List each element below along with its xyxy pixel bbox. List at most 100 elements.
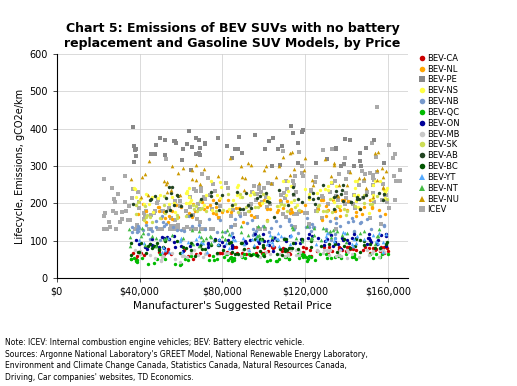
BEV-QC <box>228 257 236 264</box>
BEV-NB <box>310 224 318 230</box>
BEV-BC <box>346 245 355 251</box>
BEV-NB <box>201 226 209 232</box>
BEV-ON <box>298 237 307 243</box>
ICEV <box>159 208 167 214</box>
BEV-NS <box>170 200 178 206</box>
BEV-NL <box>368 205 376 211</box>
ICEV <box>180 226 188 232</box>
ICEV <box>147 212 155 218</box>
BEV-BC <box>153 240 161 246</box>
BEV-PE <box>195 145 204 151</box>
BEV-BC <box>352 235 360 242</box>
BEV-NS <box>262 198 270 204</box>
BEV-YT <box>159 244 167 250</box>
BEV-NT <box>179 234 187 240</box>
BEV-PE <box>379 160 388 166</box>
BEV-AB <box>339 198 347 204</box>
ICEV <box>303 210 311 216</box>
BEV-NU <box>379 174 387 180</box>
BEV-CA <box>189 256 197 262</box>
BEV-NB <box>205 216 214 222</box>
BEV-QC <box>285 256 293 262</box>
BEV-AB <box>330 205 339 212</box>
ICEV <box>155 226 163 232</box>
BEV-NB <box>142 222 150 228</box>
BEV-NS <box>331 183 340 189</box>
BEV-YT <box>196 239 205 245</box>
BEV-SK <box>290 197 298 203</box>
BEV-NU <box>330 162 339 168</box>
BEV-AB <box>359 193 368 200</box>
BEV-BC <box>376 245 385 251</box>
BEV-NU <box>346 169 354 175</box>
BEV-NB <box>356 219 364 225</box>
BEV-ON <box>158 234 166 240</box>
ICEV <box>328 146 337 152</box>
ICEV <box>255 184 263 190</box>
BEV-NU <box>141 171 149 178</box>
BEV-ON <box>228 242 236 248</box>
BEV-NL <box>142 219 150 225</box>
BEV-YT <box>374 240 383 246</box>
BEV-NL <box>206 201 214 208</box>
BEV-CA <box>163 249 172 255</box>
BEV-NT <box>126 234 134 240</box>
BEV-SK <box>359 200 368 206</box>
BEV-QC <box>249 251 257 257</box>
BEV-ON <box>132 237 140 244</box>
ICEV <box>293 211 301 217</box>
BEV-SK <box>132 211 140 217</box>
BEV-QC <box>184 257 192 263</box>
BEV-AB <box>356 206 364 212</box>
BEV-NU <box>163 190 171 196</box>
BEV-ON <box>229 245 237 251</box>
BEV-NU <box>279 154 287 160</box>
BEV-NB <box>307 228 315 234</box>
BEV-YT <box>231 237 239 244</box>
BEV-CA <box>325 244 333 251</box>
ICEV <box>361 171 370 177</box>
BEV-QC <box>214 256 222 262</box>
BEV-NT <box>137 233 145 239</box>
BEV-CA <box>246 252 254 258</box>
ICEV <box>307 187 315 193</box>
BEV-QC <box>132 258 140 264</box>
ICEV <box>390 173 398 179</box>
BEV-CA <box>196 250 204 256</box>
BEV-NS <box>324 183 332 189</box>
BEV-NL <box>285 210 294 216</box>
BEV-SK <box>193 208 201 214</box>
BEV-SK <box>273 203 281 209</box>
BEV-QC <box>316 251 324 257</box>
BEV-SK <box>166 207 174 213</box>
BEV-CA <box>238 250 247 256</box>
BEV-NS <box>282 192 291 198</box>
BEV-PE <box>161 137 170 143</box>
BEV-NT <box>153 235 161 241</box>
BEV-SK <box>314 202 322 208</box>
ICEV <box>101 210 109 216</box>
BEV-NB <box>285 216 293 222</box>
ICEV <box>222 179 231 186</box>
BEV-CA <box>371 247 379 253</box>
BEV-NB <box>272 218 280 225</box>
BEV-BC <box>148 245 156 251</box>
BEV-YT <box>177 235 186 242</box>
BEV-MB <box>262 249 270 255</box>
ICEV <box>366 215 374 221</box>
BEV-ON <box>171 244 179 250</box>
Legend: BEV-CA, BEV-NL, BEV-PE, BEV-NS, BEV-NB, BEV-QC, BEV-ON, BEV-MB, BEV-SK, BEV-AB, : BEV-CA, BEV-NL, BEV-PE, BEV-NS, BEV-NB, … <box>420 54 460 214</box>
BEV-BC <box>176 251 184 257</box>
ICEV <box>333 196 342 203</box>
BEV-PE <box>337 163 345 169</box>
ICEV <box>348 201 357 207</box>
BEV-CA <box>222 249 231 255</box>
BEV-YT <box>175 239 184 245</box>
BEV-CA <box>264 248 272 254</box>
BEV-QC <box>251 252 260 258</box>
BEV-NL <box>340 197 348 203</box>
BEV-YT <box>203 249 211 256</box>
BEV-NB <box>276 223 284 229</box>
BEV-ON <box>223 237 232 243</box>
BEV-MB <box>266 251 275 257</box>
